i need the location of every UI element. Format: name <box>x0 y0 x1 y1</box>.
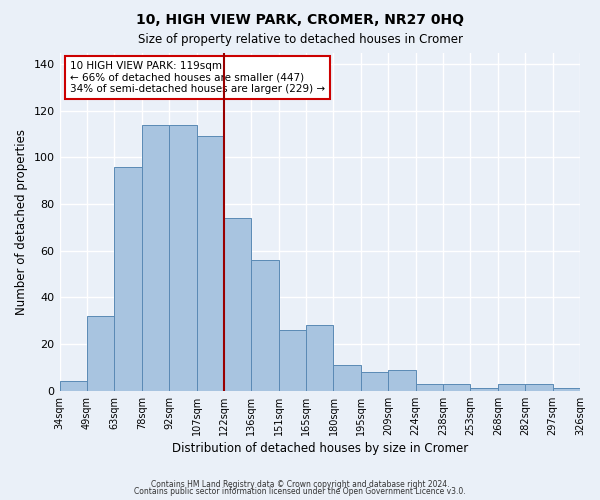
Bar <box>553 388 580 391</box>
Bar <box>115 167 142 391</box>
Bar <box>169 125 197 391</box>
Bar <box>470 388 498 391</box>
Bar <box>142 125 169 391</box>
Bar <box>361 372 388 391</box>
Y-axis label: Number of detached properties: Number of detached properties <box>15 128 28 314</box>
Bar <box>224 218 251 391</box>
Text: Contains HM Land Registry data © Crown copyright and database right 2024.: Contains HM Land Registry data © Crown c… <box>151 480 449 489</box>
Bar <box>251 260 278 391</box>
Bar <box>416 384 443 391</box>
Bar <box>388 370 416 391</box>
Text: 10, HIGH VIEW PARK, CROMER, NR27 0HQ: 10, HIGH VIEW PARK, CROMER, NR27 0HQ <box>136 12 464 26</box>
Bar <box>525 384 553 391</box>
Bar <box>334 365 361 391</box>
Bar <box>443 384 470 391</box>
Text: Size of property relative to detached houses in Cromer: Size of property relative to detached ho… <box>137 32 463 46</box>
Text: Contains public sector information licensed under the Open Government Licence v3: Contains public sector information licen… <box>134 488 466 496</box>
Bar <box>87 316 115 391</box>
X-axis label: Distribution of detached houses by size in Cromer: Distribution of detached houses by size … <box>172 442 468 455</box>
Bar <box>197 136 224 391</box>
Bar <box>59 382 87 391</box>
Bar <box>278 330 306 391</box>
Bar <box>498 384 525 391</box>
Bar <box>306 326 334 391</box>
Text: 10 HIGH VIEW PARK: 119sqm
← 66% of detached houses are smaller (447)
34% of semi: 10 HIGH VIEW PARK: 119sqm ← 66% of detac… <box>70 61 325 94</box>
